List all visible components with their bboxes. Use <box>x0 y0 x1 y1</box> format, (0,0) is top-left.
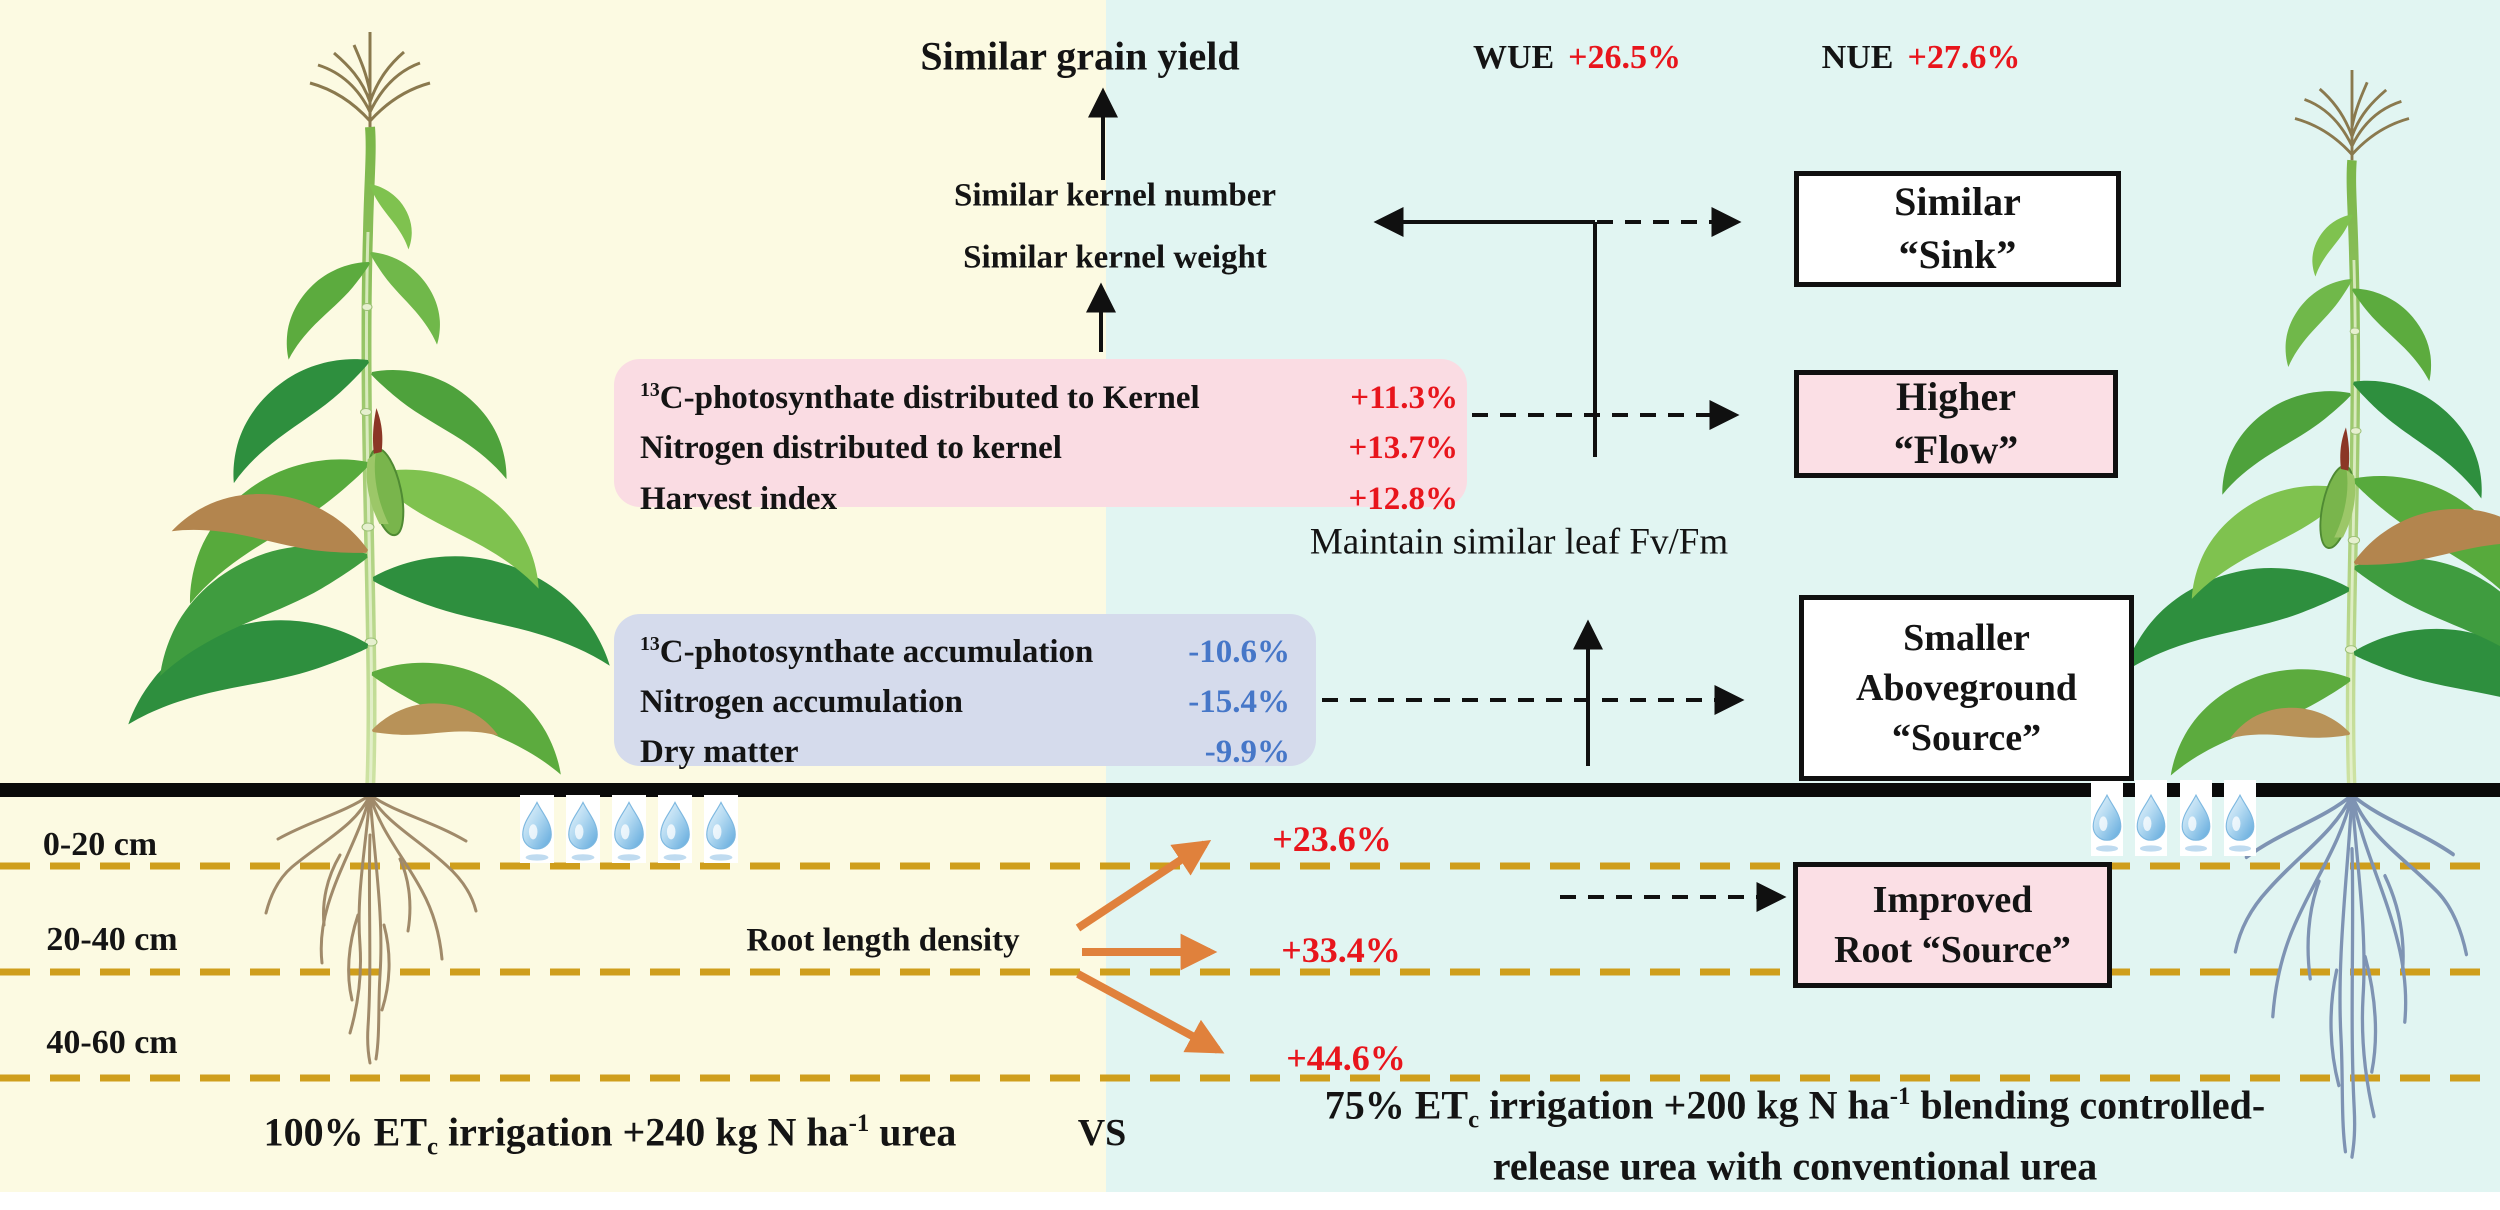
nue-label: NUE <box>1821 39 1894 76</box>
sink-line2: “Sink” <box>1898 232 2017 277</box>
vs-label: VS <box>1077 1112 1127 1154</box>
right-plant-roots <box>2235 795 2466 1157</box>
sink-box: Similar “Sink” <box>1794 171 2121 287</box>
wue-value: +26.5% <box>1568 39 1682 76</box>
source-line1: Smaller <box>1903 616 2030 659</box>
row-label: Nitrogen accumulation <box>640 684 963 720</box>
wue-label: WUE <box>1472 39 1555 76</box>
row-label: 13C-photosynthate distributed to Kernel <box>640 379 1200 416</box>
aboveground-source-box: Smaller Aboveground “Source” <box>1799 595 2134 781</box>
panel-row: Nitrogen accumulation -15.4% <box>640 683 1290 721</box>
nue-value: +27.6% <box>1907 39 2021 76</box>
root-source-box: Improved Root “Source” <box>1793 862 2112 988</box>
row-value: -9.9% <box>1204 734 1290 770</box>
sink-line1: Similar <box>1894 179 2021 225</box>
soil-layer-dashed-lines <box>0 862 2500 1082</box>
title-similar-grain-yield: Similar grain yield <box>920 33 1240 79</box>
row-label: Dry matter <box>640 734 799 770</box>
row-label: 13C-photosynthate accumulation <box>640 633 1094 670</box>
flow-line2: “Flow” <box>1893 427 2019 472</box>
root-value-20-40: +33.4% <box>1281 930 1401 970</box>
background-bottom-strip <box>0 1192 2500 1210</box>
flow-line1: Higher <box>1896 374 2016 420</box>
root-length-density-label: Root length density <box>746 922 1020 959</box>
right-corn-plant <box>2124 70 2500 792</box>
source-line2: Aboveground <box>1855 666 2078 709</box>
depth-label-20-40: 20-40 cm <box>46 921 178 958</box>
kernel-distribution-panel <box>614 359 1467 507</box>
wue-stat: WUE +26.5% <box>1473 39 1681 77</box>
right-treatment-caption-line1: 75% ETc irrigation +200 kg N ha-1 blendi… <box>1324 1082 2266 1134</box>
source-line3: “Source” <box>1891 717 2042 760</box>
row-value: +13.7% <box>1348 430 1458 466</box>
left-corn-plant <box>128 32 609 792</box>
nue-stat: NUE +27.6% <box>1822 39 2021 77</box>
row-label: Nitrogen distributed to kernel <box>640 430 1062 466</box>
left-drip-irrigation <box>520 795 738 863</box>
depth-label-40-60: 40-60 cm <box>46 1024 178 1061</box>
soil-surface-line <box>0 783 2500 797</box>
root-value-40-60: +44.6% <box>1286 1038 1406 1078</box>
left-plant-roots <box>264 793 478 1065</box>
right-treatment-caption-line2: release urea with conventional urea <box>1492 1143 2098 1189</box>
row-value: -15.4% <box>1188 684 1290 720</box>
panel-row: Dry matter -9.9% <box>640 733 1290 771</box>
right-drip-irrigation <box>2091 780 2256 856</box>
panel-row: 13C-photosynthate distributed to Kernel … <box>640 379 1458 417</box>
accumulation-panel <box>614 614 1316 766</box>
row-value: -10.6% <box>1188 634 1290 670</box>
row-label: Harvest index <box>640 481 838 517</box>
panel-row: 13C-photosynthate accumulation -10.6% <box>640 633 1290 671</box>
row-value: +11.3% <box>1350 380 1458 416</box>
row-value: +12.8% <box>1348 481 1458 517</box>
root-source-line2: Root “Source” <box>1834 929 2071 971</box>
root-length-arrows <box>1075 839 1225 1054</box>
maintain-fvfm-text: Maintain similar leaf Fv/Fm <box>1309 521 1729 563</box>
flow-connectors <box>1086 87 1787 912</box>
panel-row: Harvest index +12.8% <box>640 480 1458 518</box>
root-value-0-20: +23.6% <box>1272 819 1392 859</box>
left-treatment-caption: 100% ETc irrigation +240 kg N ha-1 urea <box>263 1109 957 1161</box>
flow-box: Higher “Flow” <box>1794 370 2118 478</box>
kernel-number-text: Similar kernel number <box>953 177 1277 214</box>
panel-row: Nitrogen distributed to kernel +13.7% <box>640 429 1458 467</box>
root-source-line1: Improved <box>1872 878 2033 921</box>
depth-label-0-20: 0-20 cm <box>42 826 158 863</box>
kernel-weight-text: Similar kernel weight <box>963 239 1267 276</box>
